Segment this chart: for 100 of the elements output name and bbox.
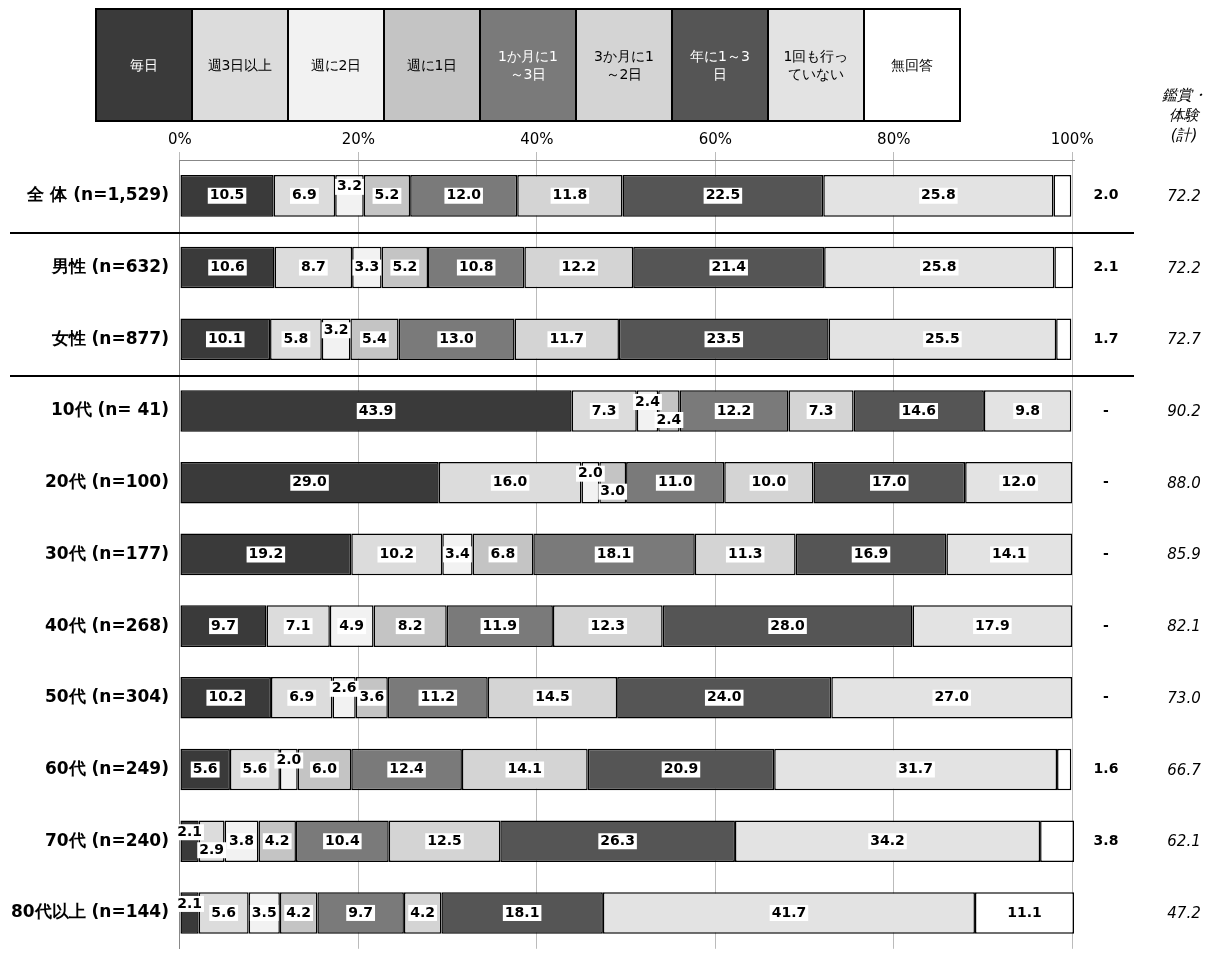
data-label: 6.9 [292, 186, 317, 203]
data-label: 10.0 [751, 473, 787, 490]
data-label: 5.8 [283, 329, 309, 346]
data-label: 13.0 [439, 329, 475, 346]
data-label: 11.3 [727, 545, 763, 562]
data-label: 5.6 [211, 903, 237, 920]
text: 90.2 [1166, 400, 1202, 421]
y-tick-label: 80代以上 (n=144) [10, 901, 169, 922]
data-label: 18.1 [504, 903, 540, 920]
data-label: 10.1 [207, 329, 243, 346]
text: 72.7 [1166, 329, 1202, 350]
data-label: 9.8 [1015, 401, 1041, 418]
data-label: 16.9 [853, 545, 889, 562]
data-label: 4.2 [410, 903, 436, 920]
data-label: 2.4 [635, 392, 661, 409]
data-label: 5.6 [242, 760, 268, 777]
data-label: 11.0 [657, 473, 693, 490]
data-label: 28.0 [770, 616, 806, 633]
data-label: 10.2 [379, 545, 415, 562]
text: 鑑賞・体験(計) [1160, 85, 1208, 145]
text: 無回答 [888, 54, 936, 76]
y-tick-label: 女性 (n=877) [50, 327, 169, 348]
data-label: 3.3 [354, 258, 380, 275]
data-label: 11.9 [482, 616, 518, 633]
text: 66.7 [1166, 759, 1202, 780]
y-tick-label: 40代 (n=268) [44, 614, 169, 635]
data-label: 11.2 [420, 688, 456, 705]
data-label: 26.3 [600, 831, 635, 848]
y-tick-label: 50代 (n=304) [44, 686, 169, 707]
data-label: 9.7 [348, 903, 374, 920]
data-label: 17.9 [975, 616, 1010, 633]
y-tick-label: 20代 (n=100) [44, 471, 169, 492]
data-label: 18.1 [596, 545, 632, 562]
data-label: 10.2 [208, 688, 243, 705]
data-label: 25.8 [921, 258, 957, 275]
data-label: 1.6 [1093, 760, 1119, 777]
data-label: 23.5 [706, 329, 742, 346]
data-label: 5.2 [374, 186, 400, 203]
text: 1回も行っていない [780, 45, 852, 85]
data-label: 12.0 [1001, 473, 1037, 490]
data-label: 2.0 [276, 751, 302, 768]
data-label: 3.8 [1093, 831, 1119, 848]
text: 週に2日 [307, 54, 365, 76]
text: 72.2 [1166, 185, 1202, 206]
x-tick-label: 40% [520, 129, 554, 148]
text: 88.0 [1166, 472, 1202, 493]
data-label: 9.7 [211, 616, 236, 633]
data-label: 6.9 [289, 688, 315, 705]
text: 3か月に1～2日 [588, 45, 660, 85]
data-label: - [1103, 473, 1110, 490]
data-label: 4.2 [286, 903, 312, 920]
text: 73.0 [1166, 687, 1202, 708]
data-label: 4.2 [264, 831, 290, 848]
data-label: - [1103, 401, 1110, 418]
data-label: 6.8 [490, 545, 516, 562]
data-label: 11.8 [552, 186, 588, 203]
data-label: 3.8 [229, 831, 254, 848]
data-label: - [1103, 688, 1110, 705]
data-label: 34.2 [870, 831, 905, 848]
text: 72.2 [1166, 257, 1202, 278]
data-label: 12.3 [590, 616, 626, 633]
data-label: 3.2 [323, 320, 349, 337]
data-label: 11.7 [549, 329, 585, 346]
data-label: 5.6 [192, 760, 218, 777]
text: 年に1～3日 [684, 45, 756, 85]
data-label: 3.5 [251, 903, 277, 920]
data-label: - [1103, 545, 1110, 562]
data-label: 14.1 [992, 545, 1027, 562]
y-tick-label: 10代 (n= 41) [50, 399, 169, 420]
data-label: 10.4 [325, 831, 360, 848]
data-label: 6.0 [312, 760, 338, 777]
data-label: 8.7 [300, 258, 326, 275]
data-label: 2.4 [656, 410, 682, 427]
data-label: 11.1 [1007, 903, 1042, 920]
data-label: 17.0 [872, 473, 907, 490]
data-label: 16.0 [492, 473, 528, 490]
data-label: 21.4 [711, 258, 747, 275]
data-label: 2.1 [1093, 258, 1119, 275]
y-tick-label: 全 体 (n=1,529) [26, 184, 169, 205]
data-label: 10.5 [209, 186, 245, 203]
data-label: 14.6 [901, 401, 937, 418]
text: 85.9 [1166, 544, 1202, 565]
data-label: 25.5 [925, 329, 960, 346]
data-label: 1.7 [1093, 329, 1119, 346]
data-label: 2.0 [1093, 186, 1119, 203]
text: 47.2 [1166, 902, 1202, 923]
data-label: 22.5 [705, 186, 741, 203]
data-label: 12.5 [427, 831, 462, 848]
data-label: 10.8 [458, 258, 494, 275]
data-label: 8.2 [397, 616, 423, 633]
data-label: 2.0 [577, 464, 604, 481]
x-tick-label: 100% [1050, 129, 1094, 148]
x-tick-label: 20% [341, 129, 376, 148]
data-label: 20.9 [663, 760, 699, 777]
data-label: 25.8 [921, 186, 956, 203]
data-label: 29.0 [292, 473, 328, 490]
text: 毎日 [127, 54, 161, 76]
text: 週3日以上 [204, 54, 276, 76]
data-label: 14.1 [507, 760, 543, 777]
data-label: 12.4 [389, 760, 425, 777]
